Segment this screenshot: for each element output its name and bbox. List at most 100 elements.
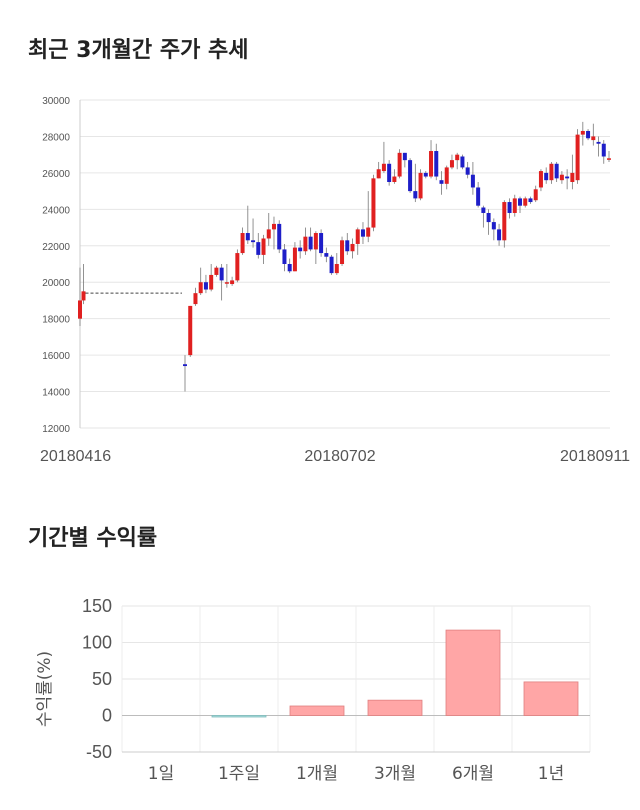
x-tick-label: 20180911 bbox=[560, 448, 630, 465]
candle-body bbox=[188, 305, 193, 356]
candle-body bbox=[298, 247, 303, 252]
candle-body bbox=[203, 282, 208, 290]
return-bar bbox=[445, 629, 501, 716]
candle-body bbox=[439, 180, 444, 184]
period-return-bar-chart: -50 0 50 100 150 1일 1주일 1개월 3개월 6개월 1년 수익률(%) bbox=[35, 596, 591, 784]
candle-body bbox=[381, 163, 386, 172]
candle-body bbox=[601, 143, 606, 157]
candle-body bbox=[470, 174, 475, 188]
y-tick-label: 50 bbox=[92, 669, 112, 689]
y-tick-label: 28000 bbox=[42, 132, 70, 143]
candle-body bbox=[523, 198, 528, 206]
y-tick-label: 16000 bbox=[42, 351, 70, 362]
y-tick-label: 14000 bbox=[42, 388, 70, 399]
candle-body bbox=[308, 236, 313, 250]
candle-body bbox=[549, 163, 554, 181]
candle-body bbox=[245, 233, 250, 241]
return-bar bbox=[211, 715, 267, 718]
y-tick-label: 22000 bbox=[42, 242, 70, 253]
candle-body bbox=[313, 233, 318, 250]
candle-body bbox=[481, 207, 486, 213]
candle-body bbox=[345, 240, 350, 252]
candle-body bbox=[607, 158, 611, 160]
candle-body bbox=[408, 160, 413, 192]
candle-body bbox=[329, 256, 334, 274]
candle-body bbox=[423, 172, 428, 177]
candle-body bbox=[376, 169, 381, 179]
candle-body bbox=[340, 240, 345, 264]
candle-body bbox=[429, 151, 434, 177]
x-tick-label: 3개월 bbox=[374, 764, 416, 784]
candle-body bbox=[559, 174, 564, 181]
candle-body bbox=[266, 229, 271, 239]
candle-body bbox=[81, 291, 86, 301]
candle-body bbox=[497, 229, 502, 241]
candle-body bbox=[183, 364, 187, 367]
return-bar bbox=[367, 699, 423, 716]
x-tick-label: 20180702 bbox=[304, 448, 375, 465]
candle-body bbox=[240, 233, 245, 254]
candle-body bbox=[460, 156, 465, 168]
candle-body bbox=[350, 243, 355, 252]
candle-body bbox=[418, 172, 423, 199]
y-tick-label: 24000 bbox=[42, 205, 70, 216]
candle-body bbox=[507, 202, 512, 213]
y-axis-label: 수익률(%) bbox=[35, 651, 55, 727]
candle-body bbox=[355, 229, 360, 244]
candle-body bbox=[392, 176, 397, 182]
candle-body bbox=[565, 176, 570, 179]
price-trend-title: 최근 3개월간 주가 추세 bbox=[28, 38, 249, 63]
candle-body bbox=[570, 172, 575, 182]
candle-body bbox=[402, 152, 407, 161]
candle-body bbox=[455, 154, 460, 161]
candle-body bbox=[334, 264, 339, 274]
candle-body bbox=[235, 253, 240, 281]
candle-body bbox=[512, 198, 517, 213]
candle-body bbox=[538, 171, 543, 188]
candle-body bbox=[251, 240, 256, 243]
candle-body bbox=[528, 198, 533, 203]
return-bar bbox=[289, 705, 345, 716]
candle-body bbox=[366, 227, 371, 237]
candle-body bbox=[193, 293, 198, 305]
candle-body bbox=[292, 247, 297, 272]
y-tick-label: 100 bbox=[82, 633, 112, 653]
x-tick-label: 1개월 bbox=[296, 764, 338, 784]
candle-body bbox=[219, 267, 224, 281]
y-tick-label: 30000 bbox=[42, 96, 70, 107]
y-tick-label: -50 bbox=[86, 742, 112, 762]
candle-body bbox=[554, 163, 559, 179]
candle-body bbox=[502, 202, 507, 241]
candle-body bbox=[544, 172, 549, 181]
y-tick-label: 20000 bbox=[42, 278, 70, 289]
candle-body bbox=[580, 130, 585, 135]
y-tick-label: 18000 bbox=[42, 315, 70, 326]
candle-body bbox=[586, 130, 591, 139]
candle-body bbox=[596, 141, 601, 144]
candle-body bbox=[575, 134, 580, 181]
candle-body bbox=[476, 187, 481, 206]
candle-body bbox=[444, 167, 449, 184]
candle-body bbox=[230, 280, 235, 285]
candle-body bbox=[360, 229, 365, 237]
candle-body bbox=[78, 300, 82, 319]
candle-body bbox=[465, 167, 470, 175]
candle-body bbox=[282, 249, 287, 264]
candle-body bbox=[387, 163, 392, 182]
candle-body bbox=[449, 160, 454, 168]
candlestick-chart: 12000 14000 16000 18000 20000 22000 24000 26000… bbox=[40, 96, 630, 465]
candle-body bbox=[214, 267, 219, 275]
x-tick-label: 1년 bbox=[538, 764, 564, 784]
x-tick-label: 1일 bbox=[148, 764, 174, 784]
x-tick-label: 6개월 bbox=[452, 764, 494, 784]
candle-body bbox=[371, 178, 376, 228]
candle-body bbox=[198, 282, 203, 294]
candle-body bbox=[209, 274, 214, 290]
candle-body bbox=[277, 223, 282, 250]
candle-body bbox=[518, 198, 523, 206]
y-tick-label: 0 bbox=[102, 706, 112, 726]
candle-body bbox=[287, 264, 292, 272]
candle-body bbox=[413, 191, 418, 199]
candle-body bbox=[256, 242, 261, 255]
y-tick-label: 12000 bbox=[42, 424, 70, 435]
